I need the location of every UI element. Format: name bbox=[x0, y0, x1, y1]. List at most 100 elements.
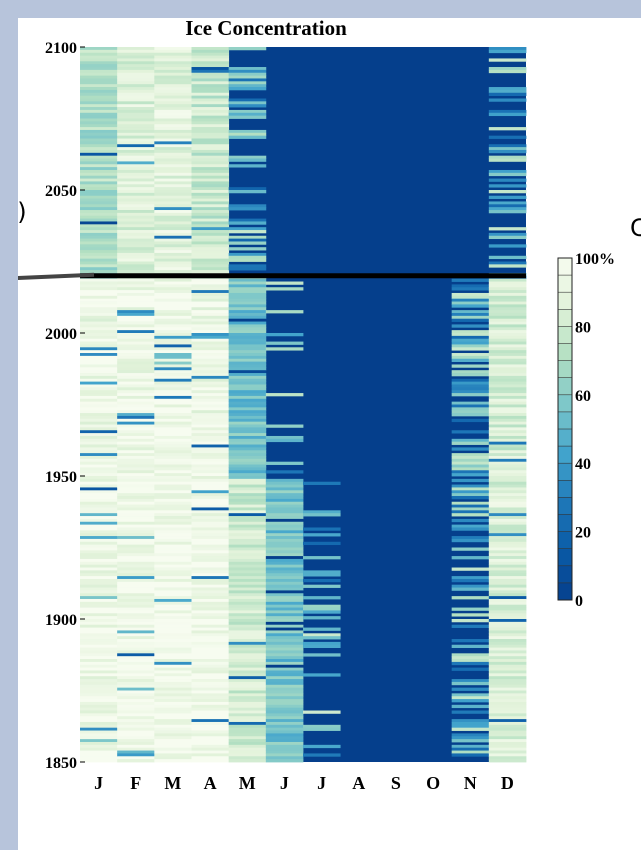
heatmap-cell bbox=[191, 547, 230, 551]
heatmap-cell bbox=[191, 144, 230, 148]
heatmap-cell bbox=[228, 373, 267, 377]
heatmap-cell bbox=[80, 384, 118, 388]
heatmap-cell bbox=[80, 527, 118, 531]
heatmap-cell bbox=[80, 450, 118, 454]
heatmap-cell bbox=[154, 713, 192, 717]
heatmap-cell bbox=[191, 699, 230, 703]
heatmap-cell bbox=[303, 510, 341, 514]
heatmap-cell bbox=[154, 587, 192, 591]
heatmap-cell bbox=[228, 461, 267, 465]
heatmap-cell bbox=[117, 739, 155, 743]
heatmap-cell bbox=[228, 327, 267, 331]
heatmap-cell bbox=[191, 641, 230, 646]
heatmap-cell bbox=[228, 355, 267, 360]
heatmap-cell bbox=[228, 470, 267, 474]
heatmap-cell bbox=[451, 295, 490, 300]
heatmap-cell bbox=[117, 653, 155, 657]
heatmap-cell bbox=[488, 395, 527, 400]
heatmap-cell bbox=[303, 724, 341, 729]
heatmap-cell bbox=[154, 350, 192, 354]
heatmap-cell bbox=[117, 578, 155, 583]
heatmap-cell bbox=[154, 541, 192, 546]
heatmap-cell bbox=[451, 387, 490, 391]
heatmap-cell bbox=[451, 430, 490, 434]
heatmap-cell bbox=[191, 281, 230, 285]
heatmap-cell bbox=[117, 49, 155, 54]
heatmap-cell bbox=[80, 613, 118, 617]
heatmap-cell bbox=[228, 378, 267, 383]
heatmap-cell bbox=[154, 169, 192, 174]
heatmap-cell bbox=[117, 198, 155, 202]
heatmap-cell bbox=[191, 496, 230, 500]
heatmap-cell bbox=[80, 415, 118, 420]
heatmap-cell bbox=[117, 507, 155, 511]
heatmap-cell bbox=[154, 736, 192, 740]
heatmap-cell bbox=[154, 270, 192, 274]
heatmap-cell bbox=[191, 467, 230, 471]
heatmap-cell bbox=[191, 373, 230, 377]
heatmap-cell bbox=[228, 441, 267, 445]
heatmap-cell bbox=[117, 684, 155, 689]
heatmap-cell bbox=[488, 470, 527, 474]
heatmap-cell bbox=[228, 310, 267, 314]
heatmap-cell bbox=[117, 321, 155, 325]
heatmap-cell bbox=[117, 470, 155, 474]
heatmap-cell bbox=[117, 315, 155, 320]
heatmap-cell bbox=[488, 527, 527, 531]
x-tick-label: O bbox=[426, 773, 440, 793]
heatmap-cell bbox=[117, 541, 155, 546]
heatmap-cell bbox=[117, 696, 155, 700]
heatmap-cell bbox=[191, 576, 230, 580]
heatmap-cell bbox=[154, 573, 192, 577]
heatmap-cell bbox=[488, 424, 527, 428]
heatmap-cell bbox=[154, 164, 192, 168]
heatmap-cell bbox=[154, 250, 192, 254]
heatmap-cell bbox=[154, 644, 192, 648]
heatmap-cell bbox=[488, 593, 527, 597]
heatmap-cell bbox=[154, 724, 192, 729]
heatmap-cell bbox=[154, 232, 192, 237]
heatmap-cell bbox=[191, 238, 230, 242]
heatmap-cell bbox=[117, 358, 155, 362]
heatmap-cell bbox=[265, 724, 304, 729]
heatmap-cell bbox=[117, 427, 155, 431]
heatmap-cell bbox=[265, 727, 304, 731]
heatmap-cell bbox=[117, 367, 155, 371]
heatmap-cell bbox=[154, 561, 192, 566]
heatmap-cell bbox=[265, 624, 304, 628]
heatmap-cell bbox=[191, 164, 230, 168]
heatmap-cell bbox=[117, 493, 155, 497]
heatmap-cell bbox=[117, 644, 155, 648]
heatmap-cell bbox=[80, 387, 118, 391]
heatmap-cell bbox=[191, 553, 230, 557]
colorbar-segment bbox=[558, 326, 572, 344]
heatmap-cell bbox=[154, 410, 192, 414]
heatmap-cell bbox=[451, 679, 490, 683]
heatmap-cell bbox=[80, 710, 118, 714]
heatmap-cell bbox=[154, 95, 192, 99]
heatmap-cell bbox=[265, 513, 304, 517]
heatmap-cell bbox=[228, 587, 267, 591]
heatmap-cell bbox=[488, 550, 527, 554]
heatmap-cell bbox=[451, 401, 490, 405]
heatmap-cell bbox=[228, 324, 267, 328]
heatmap-cell bbox=[191, 676, 230, 680]
heatmap-cell bbox=[191, 427, 230, 431]
heatmap-cell bbox=[117, 713, 155, 717]
heatmap-cell bbox=[488, 338, 527, 342]
heatmap-cell bbox=[191, 161, 230, 165]
heatmap-cell bbox=[488, 49, 527, 54]
heatmap-cell bbox=[154, 455, 192, 460]
heatmap-cell bbox=[451, 753, 490, 757]
heatmap-cell bbox=[228, 101, 267, 105]
heatmap-cell bbox=[228, 473, 267, 477]
heatmap-cell bbox=[488, 710, 527, 714]
heatmap-cell bbox=[117, 458, 155, 463]
heatmap-cell bbox=[191, 84, 230, 88]
heatmap-cell bbox=[154, 112, 192, 117]
heatmap-cell bbox=[154, 210, 192, 214]
heatmap-cell bbox=[80, 67, 118, 71]
heatmap-cell bbox=[117, 727, 155, 731]
heatmap-cell bbox=[265, 616, 304, 620]
heatmap-cell bbox=[191, 190, 230, 194]
